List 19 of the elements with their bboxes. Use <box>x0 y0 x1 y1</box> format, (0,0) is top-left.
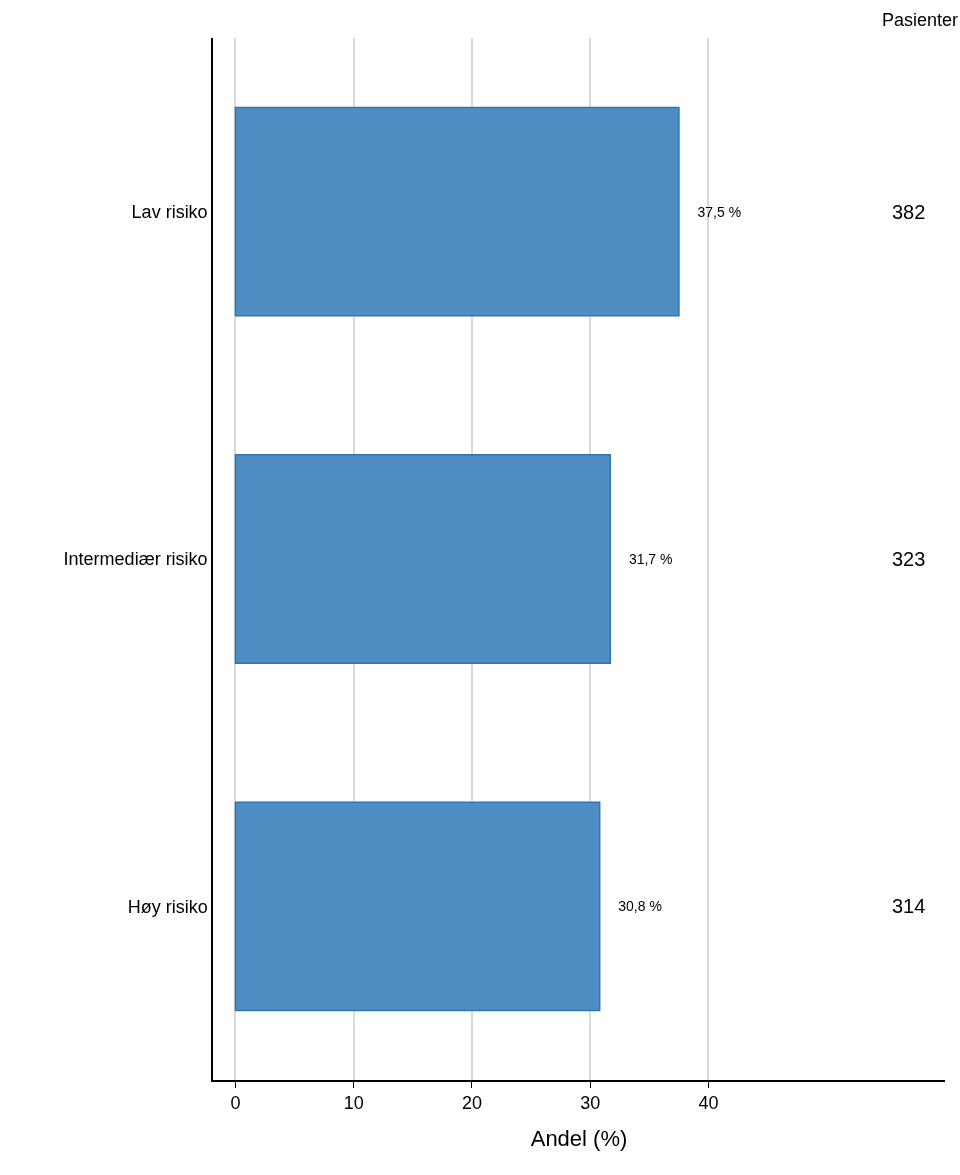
x-tick-label: 10 <box>343 1093 364 1114</box>
data-label: 31,7 % <box>613 551 673 567</box>
x-tick-label: 30 <box>580 1093 601 1114</box>
annotation: 323 <box>892 548 926 570</box>
bar <box>234 106 680 317</box>
data-label: 37,5 % <box>681 203 742 220</box>
y-tick-label: Intermediær risiko <box>63 549 208 570</box>
x-axis-title: Andel (%) <box>530 1125 628 1151</box>
y-tick-label: Lav risiko <box>131 201 208 222</box>
x-tick-label: 0 <box>230 1093 241 1114</box>
x-tick-label: 20 <box>461 1093 482 1114</box>
data-label: 30,8 % <box>602 898 662 915</box>
x-tick-label: 40 <box>698 1093 719 1114</box>
bar <box>234 801 601 1012</box>
y-tick-label: Høy risiko <box>127 896 208 917</box>
annotation: 382 <box>892 201 926 223</box>
annotation: 314 <box>892 895 926 917</box>
text: Pasienter <box>882 10 959 30</box>
bar <box>234 454 612 664</box>
